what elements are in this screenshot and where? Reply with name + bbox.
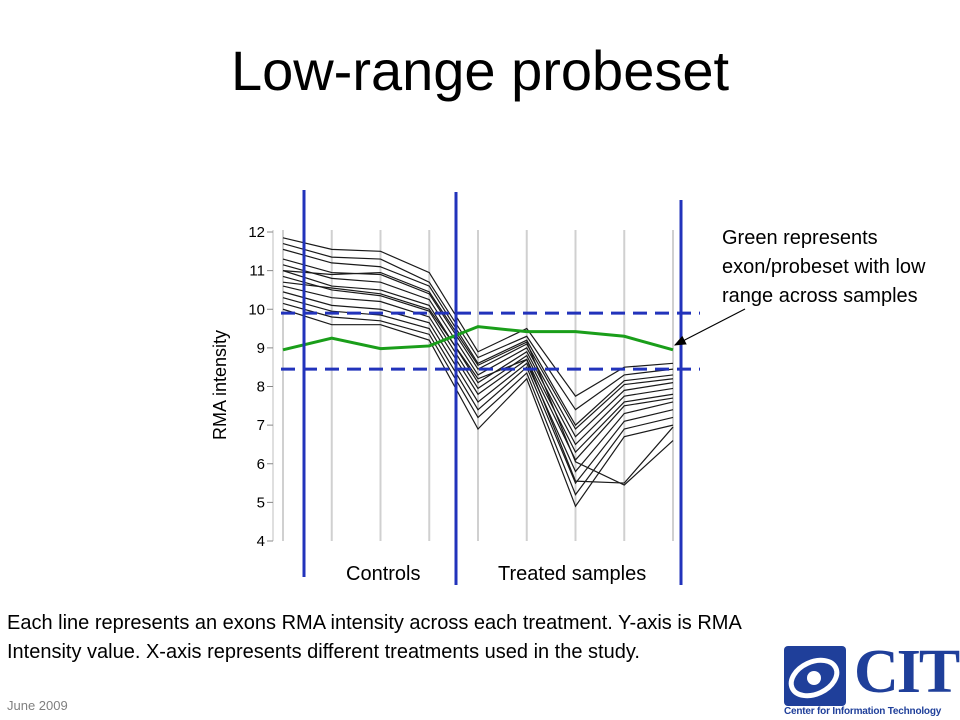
y-tick-label: 8 <box>257 379 265 396</box>
series-line <box>282 270 674 446</box>
series-line <box>282 291 674 473</box>
logo-text: CIT <box>854 638 960 706</box>
annotation-arrow <box>673 308 746 346</box>
caption: Each line represents an exons RMA intens… <box>7 609 957 667</box>
y-tick-label: 10 <box>248 301 265 318</box>
y-tick-label: 11 <box>249 263 265 280</box>
cit-logo: CIT Center for Information Technology <box>780 638 960 720</box>
annotation-line: Green represents <box>722 227 878 249</box>
logo-subtitle: Center for Information Technology <box>784 706 942 717</box>
annotation-line: range across samples <box>722 285 918 307</box>
series-line <box>282 243 674 411</box>
y-axis-ticks: 4 5 6 7 8 9 10 11 12 <box>248 224 273 550</box>
series-line <box>282 248 674 427</box>
y-tick-label: 12 <box>248 224 265 241</box>
slide-title: Low-range probeset <box>230 39 730 102</box>
series-line <box>282 270 674 486</box>
series-line <box>282 237 674 397</box>
series-line <box>282 308 674 508</box>
y-tick-label: 5 <box>257 494 265 511</box>
series-line <box>282 264 674 438</box>
group-label-controls: Controls <box>346 563 421 585</box>
group-label-treated: Treated samples <box>498 563 647 585</box>
annotation-line: exon/probeset with low <box>722 256 926 278</box>
cit-logo-mark-icon <box>784 646 846 706</box>
y-axis-label: RMA intensity <box>210 329 230 441</box>
y-tick-label: 9 <box>257 340 265 357</box>
caption-line: Intensity value. X-axis represents diffe… <box>7 641 640 663</box>
highlight-series-line <box>282 325 674 352</box>
series-line <box>282 258 674 430</box>
y-tick-label: 7 <box>257 417 265 434</box>
series-line <box>282 302 674 496</box>
y-tick-label: 6 <box>257 456 265 473</box>
series-line <box>282 281 674 484</box>
series-line <box>282 285 674 461</box>
caption-line: Each line represents an exons RMA intens… <box>7 612 742 634</box>
overlay-layer <box>281 190 746 585</box>
series-lines <box>282 237 674 508</box>
annotation-text: Green represents exon/probeset with low … <box>722 224 960 311</box>
footer-date: June 2009 <box>7 698 68 713</box>
series-line <box>282 275 674 454</box>
y-tick-label: 4 <box>257 533 265 550</box>
